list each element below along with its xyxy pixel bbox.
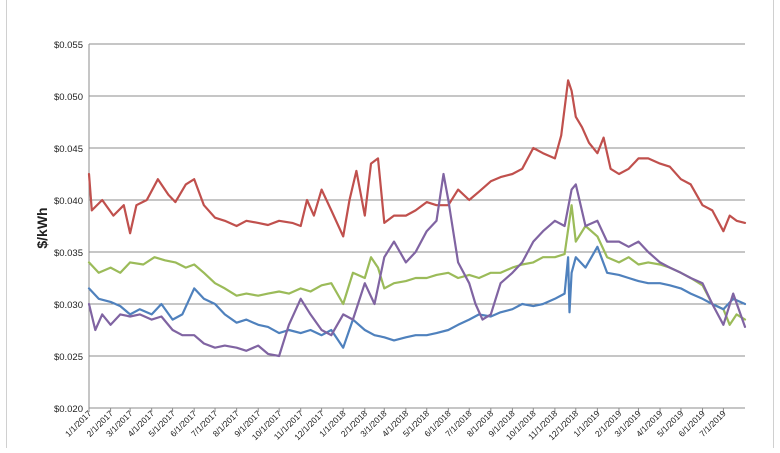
series-line-4 bbox=[87, 172, 747, 358]
series-line-1 bbox=[87, 79, 747, 238]
y-tick-label: $0.035 bbox=[54, 248, 83, 259]
y-tick-label: $0.020 bbox=[54, 404, 83, 415]
y-tick-label: $0.025 bbox=[54, 352, 83, 363]
y-tick-label: $0.030 bbox=[54, 300, 83, 311]
gridlines bbox=[89, 43, 745, 409]
x-tick-labels: 1/1/20172/1/20173/1/20174/1/20175/1/2017… bbox=[63, 408, 728, 442]
axes bbox=[88, 44, 745, 412]
chart-frame: $0.020 $0.025 $0.030 $0.035 $0.040 $0.045 $0.0… bbox=[6, 0, 774, 448]
y-tick-label: $0.050 bbox=[54, 92, 83, 103]
y-tick-label: $0.055 bbox=[54, 40, 83, 51]
series-line-2 bbox=[87, 204, 747, 326]
y-tick-label: $0.040 bbox=[54, 196, 83, 207]
y-tick-label: $0.045 bbox=[54, 144, 83, 155]
y-tick-labels: $0.020 $0.025 $0.030 $0.035 $0.040 $0.045 $0.0… bbox=[54, 40, 83, 415]
series-line-3 bbox=[87, 245, 747, 349]
series-lines bbox=[87, 79, 747, 358]
line-chart: $0.020 $0.025 $0.030 $0.035 $0.040 $0.045 $0.0… bbox=[34, 40, 747, 442]
y-axis-title: $/kWh bbox=[34, 207, 50, 248]
